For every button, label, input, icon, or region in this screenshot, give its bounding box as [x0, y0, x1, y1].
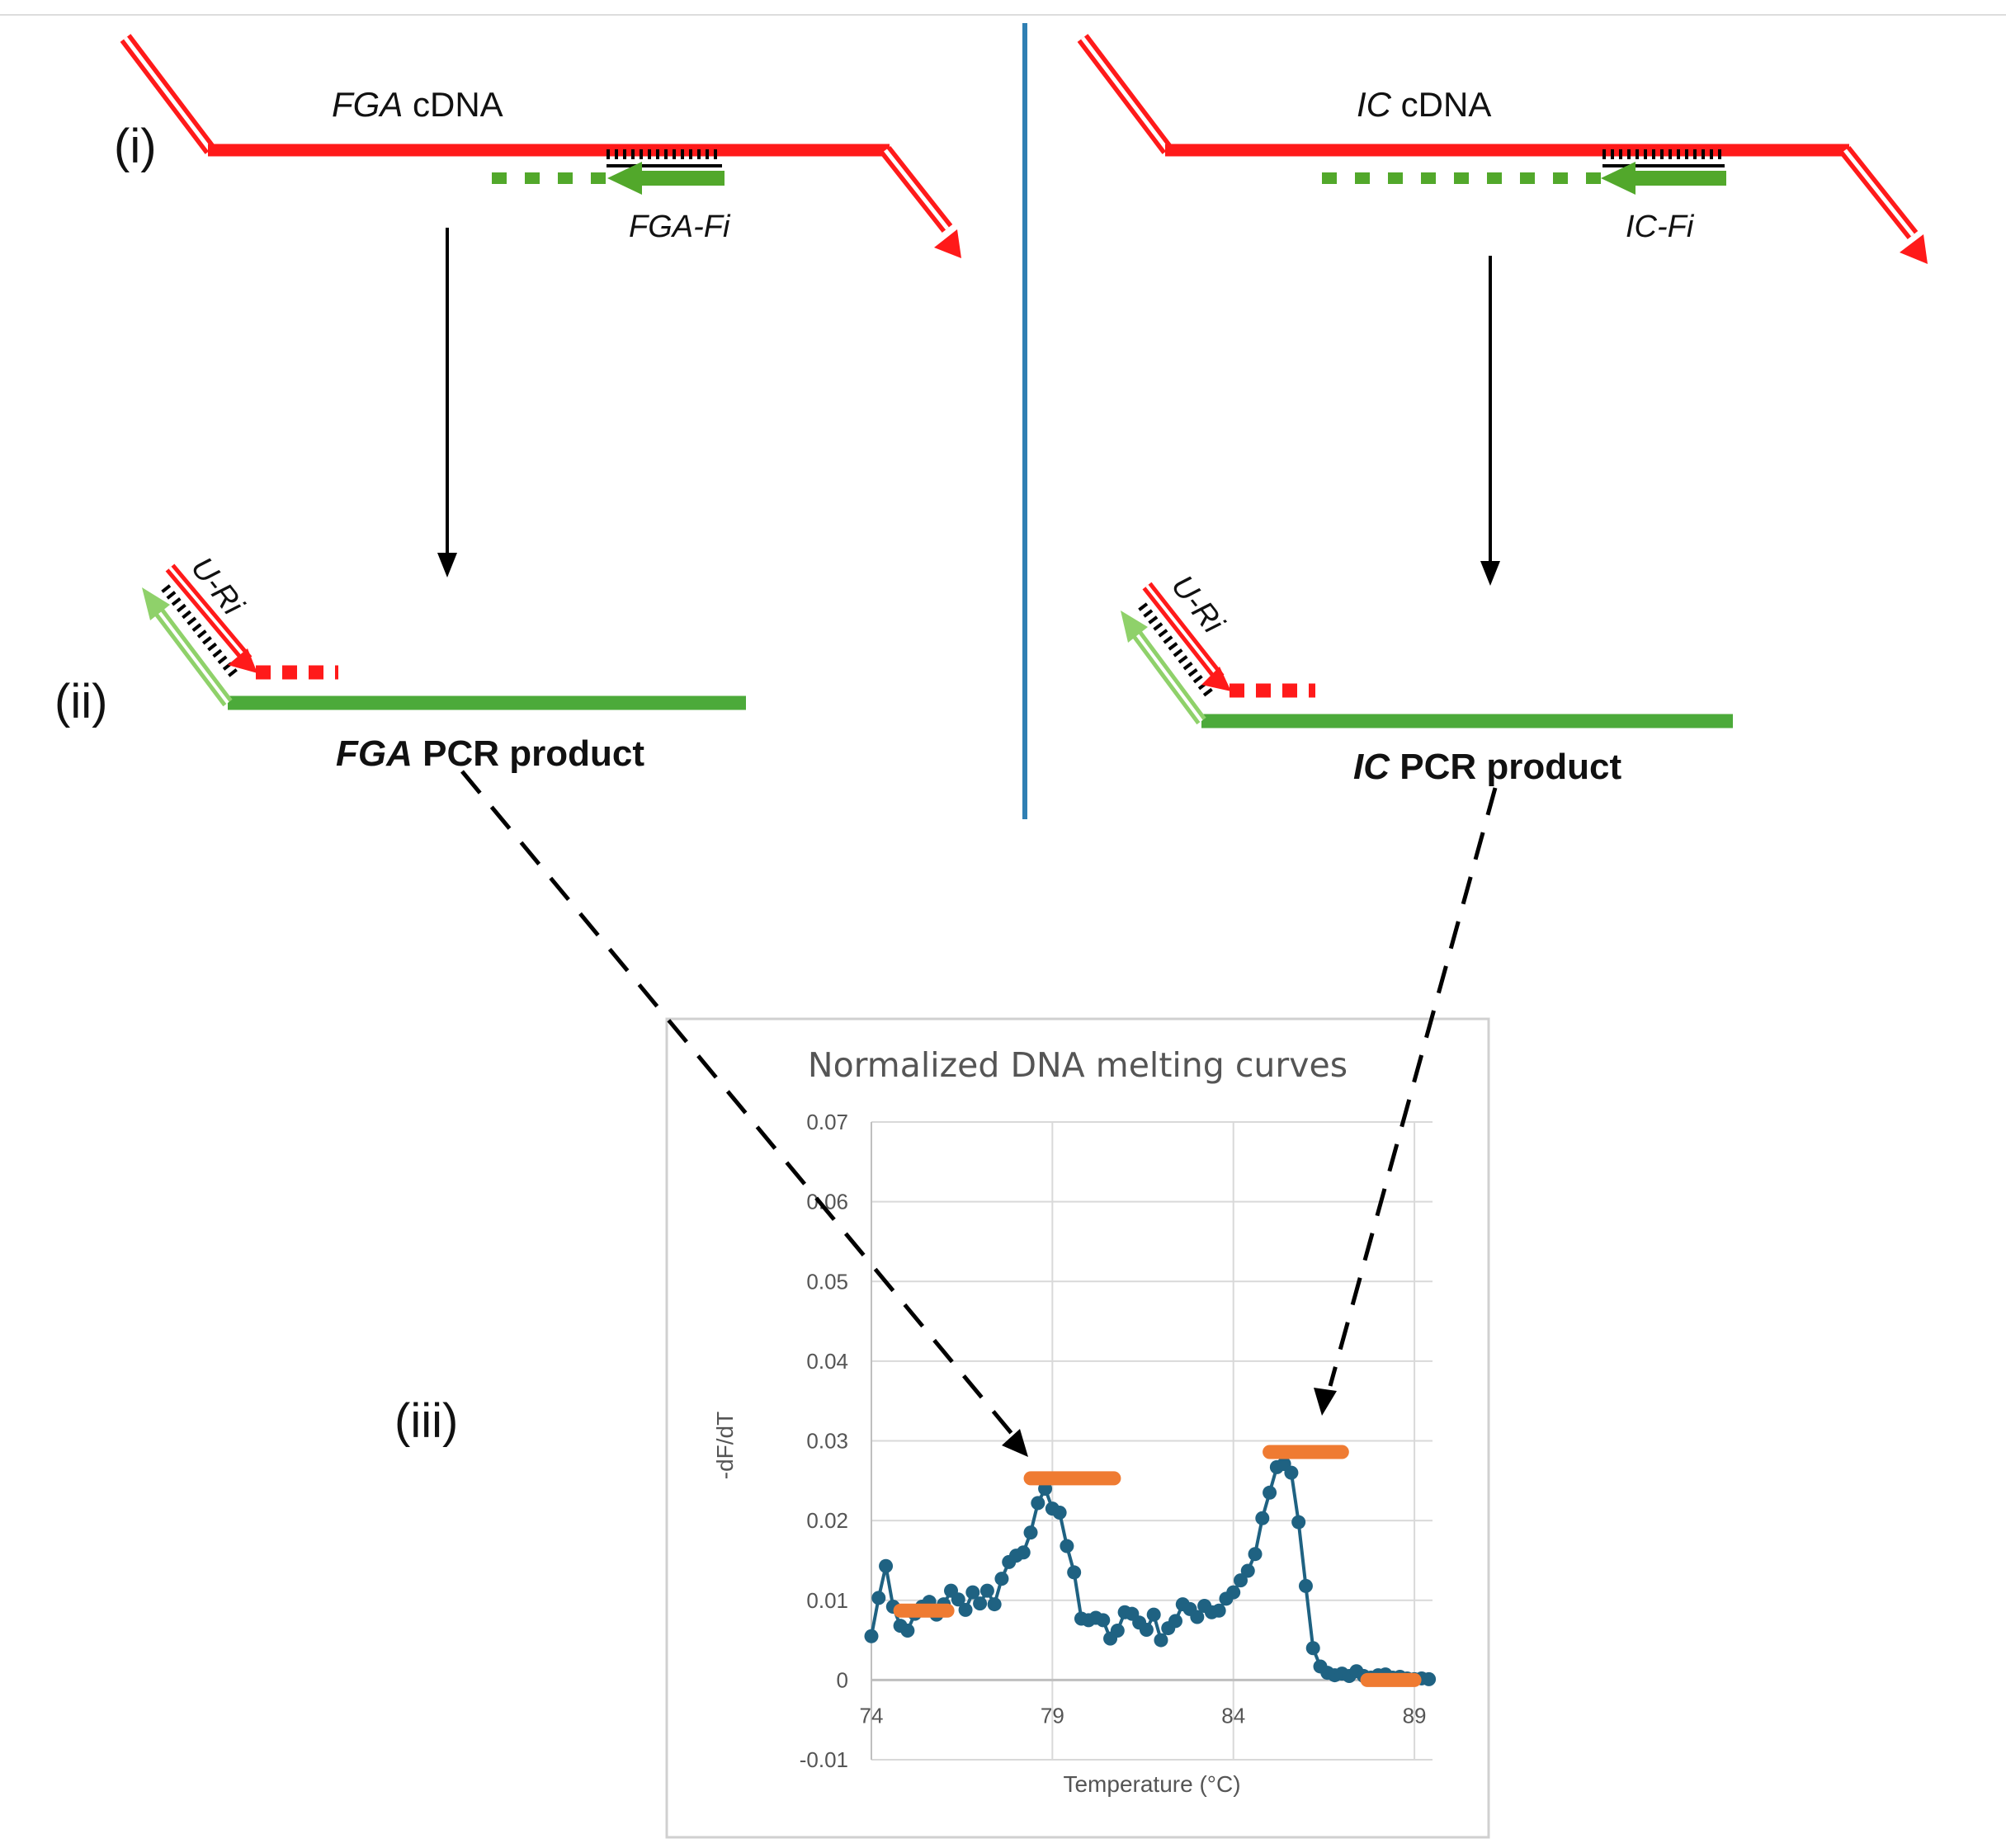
ic-cdna-label: IC cDNA [1357, 85, 1491, 124]
melting-curve-point [994, 1572, 1009, 1586]
ic-fi-label: IC-Fi [1626, 210, 1695, 244]
melting-curve-point [1031, 1496, 1045, 1511]
fga-step-arrow [437, 228, 457, 578]
y-tick-label: 0.04 [806, 1349, 848, 1374]
melting-curve-point [1060, 1539, 1074, 1553]
melting-curve-point [1240, 1563, 1255, 1578]
ic-pcr-product-label: IC PCR product [1353, 747, 1621, 787]
fga-peak-pointer [460, 770, 1028, 1457]
melting-curve-point [864, 1629, 879, 1643]
x-tick-label: 79 [1041, 1703, 1064, 1728]
y-tick-label: 0 [837, 1667, 848, 1692]
fga-pcr-product-tail [142, 587, 233, 707]
melting-curve-point [1190, 1610, 1205, 1624]
y-tick-label: 0.02 [806, 1508, 848, 1533]
step-iii-label: (iii) [394, 1394, 458, 1448]
melting-curve-point [1233, 1573, 1248, 1588]
melting-curve-point [958, 1602, 973, 1617]
melting-curve-point [1422, 1671, 1437, 1686]
melting-curve-point [1263, 1485, 1277, 1500]
ic-peak-pointer [1314, 787, 1498, 1416]
melting-curve-point [1139, 1623, 1154, 1638]
ic-pcr-product-panel: U-Ri IC PCR product [1121, 569, 1733, 787]
melting-curve-point [1248, 1547, 1263, 1562]
y-tick-label: 0.01 [806, 1588, 848, 1613]
u-ri-primer-right [1142, 582, 1231, 691]
ic-pcr-product-tail [1121, 610, 1206, 725]
u-ri-hybridization-ticks-right [1138, 602, 1214, 698]
fga-fi-primer-arrow [607, 162, 725, 195]
step-ii-label: (ii) [54, 675, 107, 728]
fga-cdna-left-tail [120, 34, 216, 154]
ic-cdna-left-tail [1077, 34, 1173, 154]
fga-cdna-label: FGA cDNA [332, 85, 503, 124]
melting-curve-point [1154, 1633, 1168, 1648]
melting-curve-point [871, 1591, 886, 1605]
ic-primer-hybridization-ticks [1602, 149, 1725, 167]
melting-curve-point [1067, 1565, 1082, 1580]
melting-curve-point [1146, 1607, 1161, 1622]
melting-curve-point [1110, 1623, 1125, 1638]
x-tick-label: 74 [860, 1703, 884, 1728]
melting-curve-point [1052, 1505, 1067, 1520]
u-ri-primer-left [165, 563, 257, 673]
ic-cdna-right-tail [1839, 146, 1928, 264]
chart-frame [665, 1017, 1490, 1839]
melting-curve-point [1096, 1613, 1111, 1628]
x-tick-label: 89 [1403, 1703, 1427, 1728]
melting-curve-point [1023, 1525, 1038, 1540]
ic-cdna-panel: IC cDNA IC-Fi [1077, 34, 1928, 264]
ic-fi-primer-arrow [1601, 162, 1726, 195]
y-tick-label: -0.01 [800, 1747, 848, 1772]
step-i-label: (i) [114, 120, 157, 173]
x-axis-label: Temperature (°C) [1063, 1771, 1240, 1797]
melting-curve-point [1284, 1465, 1299, 1480]
melting-curve-point [987, 1597, 1002, 1612]
melting-curve-point [1291, 1515, 1306, 1530]
u-ri-label-left: U-Ri [184, 551, 251, 623]
fga-fi-label: FGA-Fi [629, 210, 731, 244]
melting-curve-point [1211, 1603, 1226, 1618]
chart-title: Normalized DNA melting curves [808, 1045, 1348, 1085]
ic-step-arrow [1480, 256, 1500, 586]
fga-cdna-panel: FGA cDNA FGA-Fi (i) [114, 34, 961, 258]
fga-pcr-product-label: FGA PCR product [336, 733, 644, 774]
fga-primer-hybridization-ticks [607, 149, 722, 167]
fga-cdna-right-tail [880, 146, 961, 258]
melting-curve-point [951, 1592, 965, 1607]
melting-curve-point [1168, 1614, 1183, 1629]
u-ri-label-right: U-Ri [1164, 569, 1231, 641]
y-tick-label: 0.03 [806, 1429, 848, 1454]
y-tick-label: 0.05 [806, 1269, 848, 1294]
melting-curve-point [1298, 1578, 1313, 1593]
melting-curve-point [965, 1585, 980, 1600]
melting-curve-point [900, 1623, 915, 1638]
fga-pcr-product-panel: U-Ri (ii) FGA PCR product [54, 551, 746, 774]
melting-curve-chart: Normalized DNA melting curves 0.070.060.… [665, 1017, 1490, 1839]
x-tick-label: 84 [1221, 1703, 1245, 1728]
y-tick-label: 0.07 [806, 1110, 848, 1134]
melting-curve-point [1255, 1511, 1270, 1525]
melting-curve-point [1305, 1641, 1320, 1656]
melting-curve-point [973, 1596, 988, 1611]
y-axis-label: -dF/dT [712, 1412, 738, 1479]
melting-curve-point [1226, 1585, 1241, 1600]
melting-curve-point [1016, 1545, 1031, 1560]
u-ri-hybridization-ticks-left [161, 584, 238, 678]
melting-curve-point [879, 1558, 894, 1573]
melting-curve-point [979, 1583, 994, 1598]
